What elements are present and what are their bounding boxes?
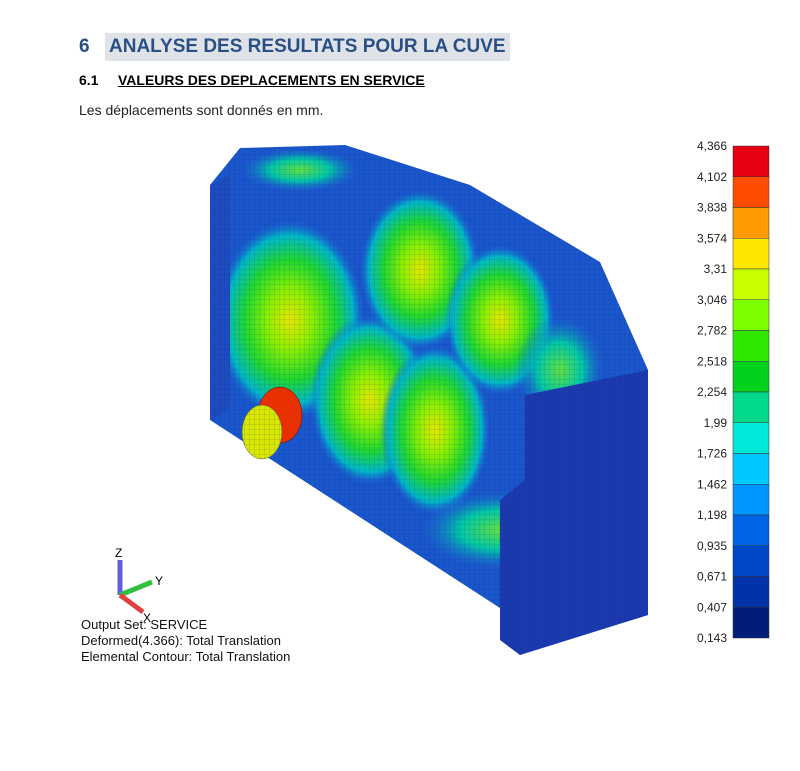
legend-swatch — [732, 361, 770, 393]
axis-label: Z — [115, 546, 122, 560]
paragraph: Les déplacements sont donnés en mm. — [79, 102, 324, 118]
legend-swatch — [732, 145, 770, 177]
legend-label: 2,254 — [697, 385, 727, 399]
legend-label: 3,574 — [697, 231, 727, 245]
axis-triad: Z Y X — [115, 546, 163, 625]
legend: 4,366 4,102 3,838 3,574 3,31 3,046 2,782 2,518 2… — [697, 139, 770, 645]
info-line: Deformed(4.366): Total Translation — [81, 633, 281, 648]
subsection-heading: 6.1 VALEURS DES DEPLACEMENTS EN SERVICE — [79, 72, 425, 88]
legend-swatch — [732, 453, 770, 485]
subsection-title: VALEURS DES DEPLACEMENTS EN SERVICE — [118, 72, 425, 88]
legend-label: 1,198 — [697, 508, 727, 522]
legend-label: 3,046 — [697, 293, 727, 307]
legend-label: 1,462 — [697, 477, 727, 491]
axis-label: Y — [155, 574, 163, 588]
info-line: Elemental Contour: Total Translation — [81, 649, 290, 664]
legend-label: 2,782 — [697, 324, 727, 338]
legend-label: 3,838 — [697, 201, 727, 215]
legend-swatch — [732, 514, 770, 546]
section-number: 6 — [79, 36, 90, 57]
legend-swatch — [732, 576, 770, 608]
legend-swatch — [732, 176, 770, 208]
legend-swatch — [732, 484, 770, 516]
section-heading: 6 ANALYSE DES RESULTATS POUR LA CUVE — [79, 33, 510, 61]
legend-swatch — [732, 607, 770, 639]
legend-swatch — [732, 545, 770, 577]
subsection-number: 6.1 — [79, 72, 99, 88]
legend-swatch — [732, 330, 770, 362]
legend-label: 0,407 — [697, 600, 727, 614]
legend-swatch — [732, 299, 770, 331]
legend-label: 4,102 — [697, 170, 727, 184]
legend-label: 3,31 — [704, 262, 728, 276]
legend-label: 4,366 — [697, 139, 727, 153]
axis-label: X — [143, 611, 151, 625]
legend-label: 2,518 — [697, 354, 727, 368]
legend-label: 1,99 — [704, 416, 728, 430]
legend-swatch — [732, 207, 770, 239]
legend-swatch — [732, 422, 770, 454]
legend-label: 0,671 — [697, 570, 727, 584]
legend-label: 0,143 — [697, 631, 727, 645]
legend-swatch — [732, 391, 770, 423]
legend-swatch — [732, 268, 770, 300]
info-line: Output Set: SERVICE — [81, 617, 208, 632]
legend-label: 1,726 — [697, 447, 727, 461]
section-title: ANALYSE DES RESULTATS POUR LA CUVE — [105, 33, 510, 61]
nozzle — [241, 386, 303, 460]
legend-label: 0,935 — [697, 539, 727, 553]
legend-swatch — [732, 238, 770, 270]
